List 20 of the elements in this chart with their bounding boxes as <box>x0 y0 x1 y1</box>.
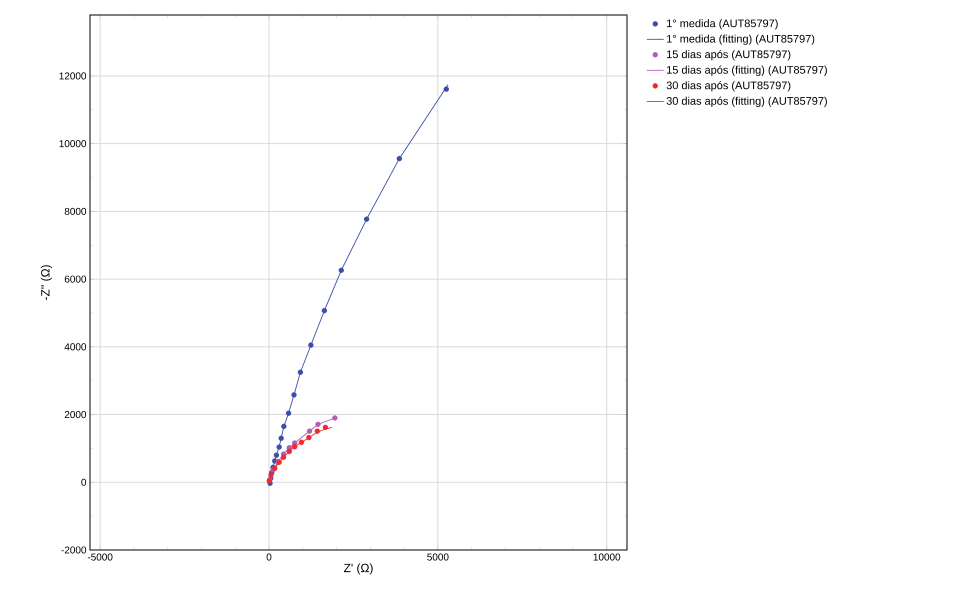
legend-label: 1° medida (fitting) (AUT85797) <box>667 34 814 45</box>
y-tick-label: 6000 <box>64 276 86 283</box>
y-tick-label: 4000 <box>64 343 86 350</box>
x-tick-label: 5000 <box>427 554 449 561</box>
y-tick-label: 0 <box>81 478 86 486</box>
legend-label: 15 dias após (fitting) (AUT85797) <box>667 66 827 76</box>
legend-label: 1° medida (AUT85797) <box>667 19 778 30</box>
x-tick-label: -5000 <box>88 554 112 561</box>
y-tick-label: 8000 <box>64 208 86 215</box>
legend-label: 30 dias após (AUT85797) <box>666 81 790 92</box>
y-tick-label: 10000 <box>60 140 86 148</box>
y-tick-label: -2000 <box>61 546 86 554</box>
legend-label: 15 dias após (AUT85797) <box>667 50 790 60</box>
y-tick-label: 2000 <box>64 411 86 418</box>
y-tick-label: 12000 <box>60 72 86 80</box>
x-tick-label: 10000 <box>594 554 620 561</box>
y-axis-title: -Z'' (Ω) <box>40 265 52 300</box>
x-tick-label: 0 <box>266 554 272 561</box>
x-axis-title: Z' (Ω) <box>344 563 373 575</box>
legend-label: 30 dias após (fitting) (AUT85797) <box>666 96 827 107</box>
